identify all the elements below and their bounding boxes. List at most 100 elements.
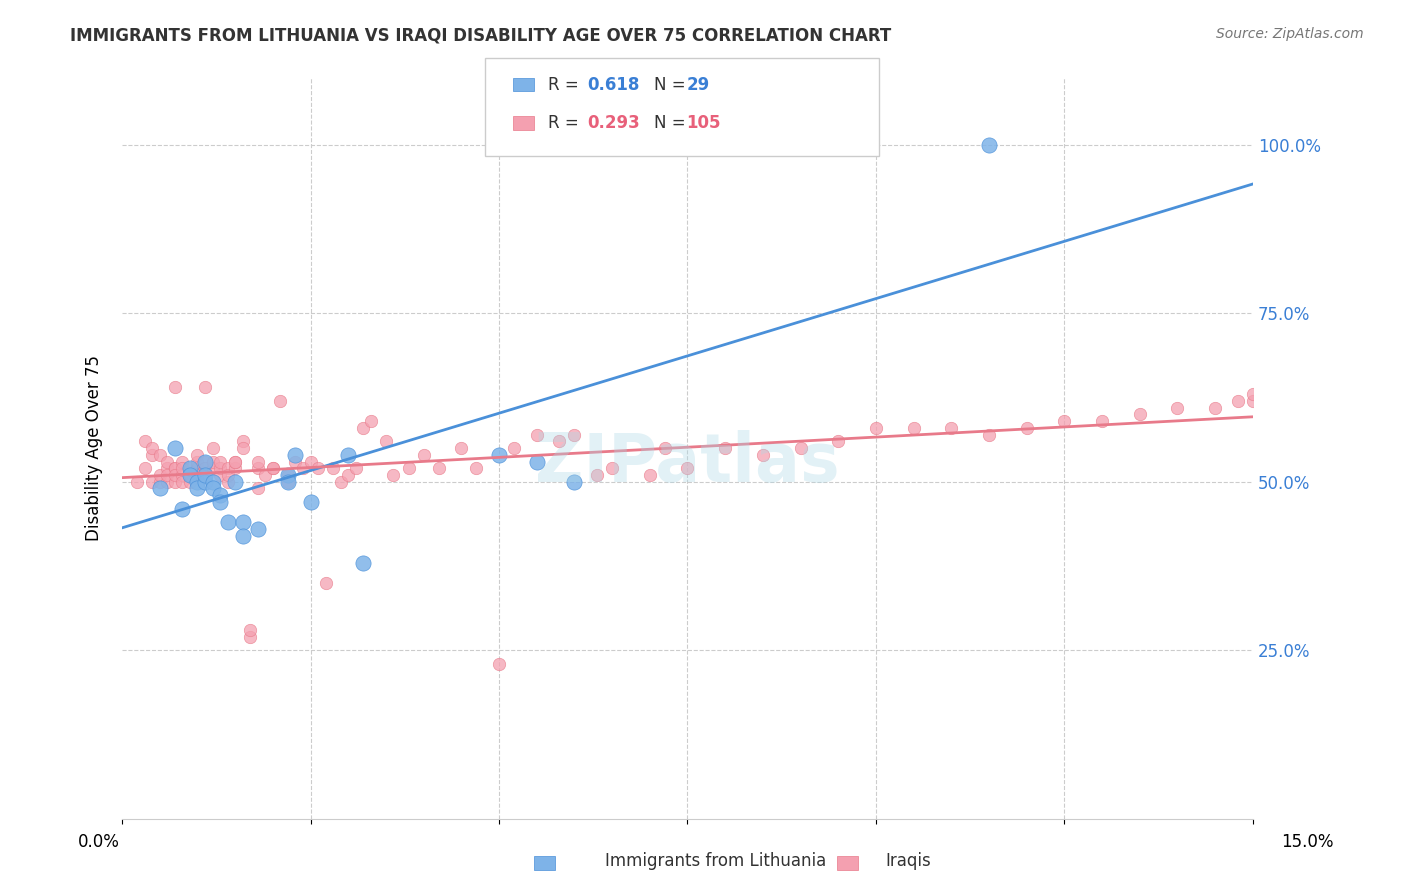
Point bbox=[127, 475, 149, 489]
Point bbox=[262, 461, 284, 475]
Point bbox=[352, 421, 374, 435]
Point bbox=[224, 454, 246, 468]
Y-axis label: Disability Age Over 75: Disability Age Over 75 bbox=[86, 355, 103, 541]
Point bbox=[299, 495, 322, 509]
Point bbox=[194, 454, 217, 468]
Point bbox=[1241, 393, 1264, 408]
Point bbox=[246, 522, 269, 536]
Point bbox=[186, 475, 208, 489]
Point bbox=[224, 475, 246, 489]
Point bbox=[141, 448, 163, 462]
Point bbox=[172, 454, 194, 468]
Point bbox=[194, 475, 217, 489]
Text: N =: N = bbox=[654, 114, 690, 132]
Point bbox=[344, 461, 367, 475]
Point bbox=[217, 461, 239, 475]
Point bbox=[179, 467, 201, 482]
Text: 105: 105 bbox=[686, 114, 721, 132]
Text: IMMIGRANTS FROM LITHUANIA VS IRAQI DISABILITY AGE OVER 75 CORRELATION CHART: IMMIGRANTS FROM LITHUANIA VS IRAQI DISAB… bbox=[70, 27, 891, 45]
Point bbox=[209, 488, 232, 502]
Point bbox=[564, 475, 586, 489]
Point bbox=[239, 623, 262, 637]
Point bbox=[1204, 401, 1226, 415]
Point bbox=[201, 454, 224, 468]
Point bbox=[232, 528, 254, 542]
Point bbox=[246, 482, 269, 496]
Text: R =: R = bbox=[548, 114, 585, 132]
Point bbox=[360, 414, 382, 428]
Text: ZIPatlas: ZIPatlas bbox=[536, 430, 839, 496]
Point bbox=[201, 441, 224, 455]
Point bbox=[1241, 387, 1264, 401]
Text: N =: N = bbox=[654, 76, 690, 94]
Text: Iraqis: Iraqis bbox=[886, 852, 932, 870]
Text: Source: ZipAtlas.com: Source: ZipAtlas.com bbox=[1216, 27, 1364, 41]
Point bbox=[194, 467, 217, 482]
Point bbox=[172, 467, 194, 482]
Point bbox=[284, 448, 307, 462]
Point bbox=[322, 461, 344, 475]
Point bbox=[172, 501, 194, 516]
Point bbox=[865, 421, 887, 435]
Point bbox=[179, 467, 201, 482]
Point bbox=[488, 657, 510, 671]
Text: 0.293: 0.293 bbox=[588, 114, 641, 132]
Point bbox=[526, 427, 548, 442]
Point bbox=[329, 475, 352, 489]
Point bbox=[548, 434, 571, 449]
Point bbox=[246, 461, 269, 475]
Point bbox=[232, 515, 254, 529]
Point bbox=[141, 441, 163, 455]
Point bbox=[163, 467, 186, 482]
Point bbox=[194, 467, 217, 482]
Point bbox=[269, 393, 291, 408]
Text: Immigrants from Lithuania: Immigrants from Lithuania bbox=[605, 852, 825, 870]
Point bbox=[1015, 421, 1038, 435]
Point bbox=[232, 441, 254, 455]
Point bbox=[209, 495, 232, 509]
Point bbox=[179, 475, 201, 489]
Point bbox=[337, 448, 360, 462]
Point bbox=[194, 454, 217, 468]
Text: 0.0%: 0.0% bbox=[77, 833, 120, 851]
Point bbox=[1053, 414, 1076, 428]
Point bbox=[163, 461, 186, 475]
Point bbox=[224, 454, 246, 468]
Point bbox=[163, 380, 186, 394]
Point bbox=[337, 467, 360, 482]
Point bbox=[163, 441, 186, 455]
Point bbox=[149, 467, 172, 482]
Point bbox=[638, 467, 661, 482]
Point bbox=[179, 467, 201, 482]
Point bbox=[201, 475, 224, 489]
Point bbox=[149, 475, 172, 489]
Text: R =: R = bbox=[548, 76, 585, 94]
Point bbox=[1091, 414, 1114, 428]
Point bbox=[254, 467, 277, 482]
Point bbox=[398, 461, 420, 475]
Point bbox=[465, 461, 488, 475]
Point bbox=[752, 448, 775, 462]
Point bbox=[315, 575, 337, 590]
Point bbox=[352, 556, 374, 570]
Point bbox=[277, 475, 299, 489]
Point bbox=[217, 467, 239, 482]
Point bbox=[246, 454, 269, 468]
Point bbox=[224, 461, 246, 475]
Point bbox=[714, 441, 737, 455]
Point bbox=[427, 461, 450, 475]
Text: 15.0%: 15.0% bbox=[1281, 833, 1334, 851]
Point bbox=[163, 461, 186, 475]
Point bbox=[217, 475, 239, 489]
Point bbox=[299, 454, 322, 468]
Text: 0.618: 0.618 bbox=[588, 76, 640, 94]
Point bbox=[186, 461, 208, 475]
Point bbox=[1129, 408, 1152, 422]
Point bbox=[564, 427, 586, 442]
Point bbox=[179, 461, 201, 475]
Point bbox=[488, 448, 510, 462]
Point bbox=[186, 454, 208, 468]
Point bbox=[209, 467, 232, 482]
Point bbox=[232, 434, 254, 449]
Point bbox=[163, 475, 186, 489]
